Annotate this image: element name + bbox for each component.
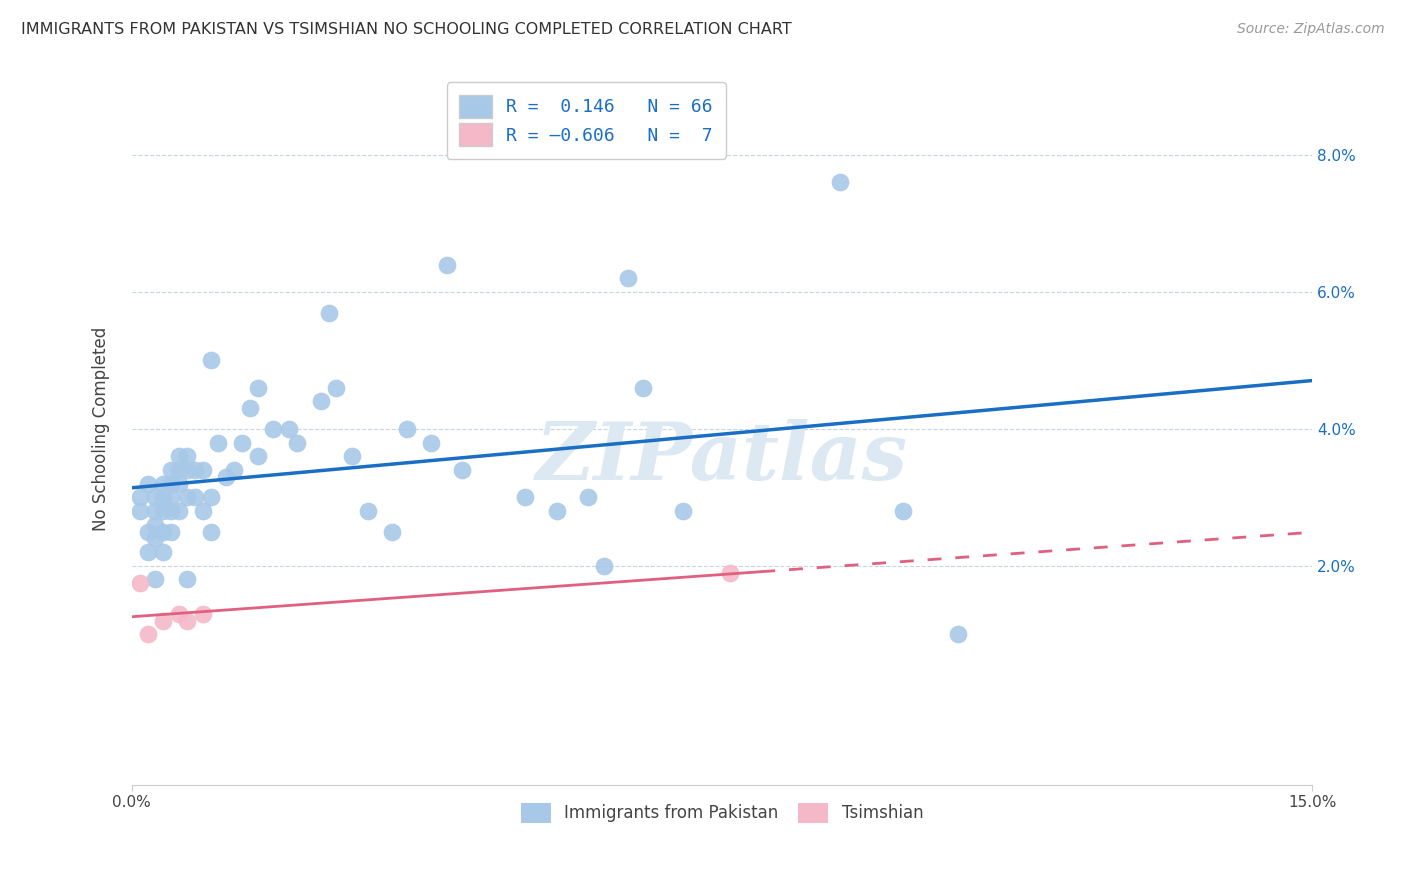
Point [176, 491, 198, 505]
Point [325, 381, 347, 395]
Point [160, 524, 183, 539]
Point [380, 524, 402, 539]
Point [633, 381, 655, 395]
Point [145, 517, 167, 532]
Point [191, 463, 214, 477]
Point [136, 524, 159, 539]
Point [145, 573, 167, 587]
Point [718, 566, 741, 580]
Point [436, 258, 458, 272]
Point [340, 449, 363, 463]
Point [167, 476, 190, 491]
Point [184, 491, 207, 505]
Point [828, 176, 851, 190]
Point [239, 401, 262, 416]
Point [191, 504, 214, 518]
Point [451, 463, 474, 477]
Y-axis label: No Schooling Completed: No Schooling Completed [93, 326, 110, 531]
Point [167, 504, 190, 518]
Point [145, 504, 167, 518]
Point [318, 305, 340, 319]
Point [515, 491, 537, 505]
Point [128, 575, 150, 590]
Point [616, 271, 638, 285]
Point [160, 491, 183, 505]
Legend: Immigrants from Pakistan, Tsimshian: Immigrants from Pakistan, Tsimshian [515, 797, 929, 830]
Point [184, 463, 207, 477]
Point [176, 573, 198, 587]
Point [128, 491, 150, 505]
Point [160, 504, 183, 518]
Point [546, 504, 568, 518]
Point [191, 607, 214, 621]
Point [160, 476, 183, 491]
Point [152, 491, 174, 505]
Point [136, 545, 159, 559]
Point [246, 449, 269, 463]
Point [136, 476, 159, 491]
Point [152, 524, 174, 539]
Point [176, 463, 198, 477]
Point [176, 614, 198, 628]
Point [576, 491, 599, 505]
Point [309, 394, 332, 409]
Point [160, 476, 183, 491]
Point [278, 422, 301, 436]
Point [176, 449, 198, 463]
Point [593, 558, 616, 573]
Point [167, 449, 190, 463]
Point [200, 353, 222, 368]
Text: IMMIGRANTS FROM PAKISTAN VS TSIMSHIAN NO SCHOOLING COMPLETED CORRELATION CHART: IMMIGRANTS FROM PAKISTAN VS TSIMSHIAN NO… [21, 22, 792, 37]
Point [357, 504, 380, 518]
Point [224, 463, 246, 477]
Point [160, 463, 183, 477]
Text: ZIPatlas: ZIPatlas [536, 418, 908, 496]
Point [152, 545, 174, 559]
Point [136, 627, 159, 641]
Point [246, 381, 269, 395]
Point [396, 422, 419, 436]
Point [207, 435, 229, 450]
Point [167, 607, 190, 621]
Point [263, 422, 285, 436]
Point [231, 435, 253, 450]
Point [167, 463, 190, 477]
Point [128, 504, 150, 518]
Point [672, 504, 695, 518]
Point [152, 476, 174, 491]
Point [152, 504, 174, 518]
Point [152, 614, 174, 628]
Point [891, 504, 914, 518]
Text: Source: ZipAtlas.com: Source: ZipAtlas.com [1237, 22, 1385, 37]
Point [285, 435, 308, 450]
Point [419, 435, 441, 450]
Point [145, 532, 167, 546]
Point [145, 491, 167, 505]
Point [946, 627, 969, 641]
Point [200, 491, 222, 505]
Point [200, 524, 222, 539]
Point [215, 470, 238, 484]
